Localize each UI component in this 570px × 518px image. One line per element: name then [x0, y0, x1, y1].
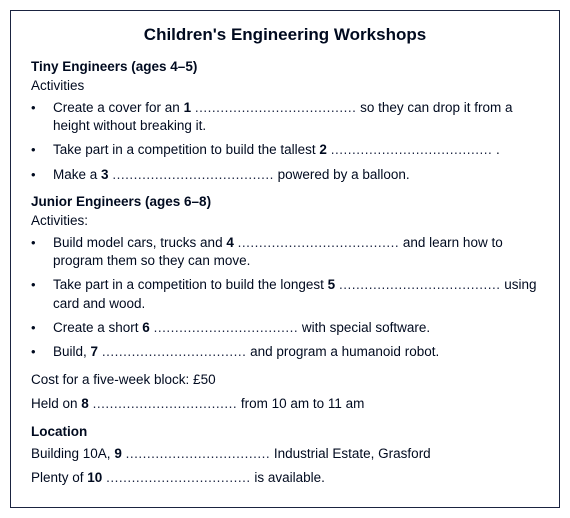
location-heading: Location — [31, 424, 539, 439]
bullet-icon: • — [31, 319, 53, 337]
held-line: Held on 8 ..............................… — [31, 395, 539, 413]
blank-number-6: 6 — [142, 320, 150, 335]
activity-text: Take part in a competition to build the … — [53, 141, 539, 159]
fill-blank[interactable]: ...................................... — [112, 166, 274, 184]
fill-blank[interactable]: .................................. — [106, 469, 251, 487]
blank-number-8: 8 — [81, 396, 89, 411]
bullet-icon: • — [31, 99, 53, 117]
activity-text: Create a short 6 .......................… — [53, 319, 539, 337]
bullet-icon: • — [31, 166, 53, 184]
blank-number-3: 3 — [101, 167, 109, 182]
activity-text: Build, 7 ...............................… — [53, 343, 539, 361]
blank-number-1: 1 — [184, 100, 192, 115]
bullet-icon: • — [31, 234, 53, 252]
fill-blank[interactable]: ...................................... — [339, 276, 501, 294]
fill-blank[interactable]: .................................. — [93, 395, 238, 413]
fill-blank[interactable]: ...................................... — [195, 99, 357, 117]
junior-activities-list: • Build model cars, trucks and 4 .......… — [31, 234, 539, 361]
blank-number-9: 9 — [114, 446, 122, 461]
tiny-heading: Tiny Engineers (ages 4–5) — [31, 59, 539, 74]
fill-blank[interactable]: ...................................... — [331, 141, 493, 159]
list-item: • Build, 7 .............................… — [31, 343, 539, 361]
page-title: Children's Engineering Workshops — [31, 25, 539, 45]
blank-number-10: 10 — [87, 470, 102, 485]
list-item: • Take part in a competition to build th… — [31, 141, 539, 159]
blank-number-2: 2 — [319, 142, 327, 157]
bullet-icon: • — [31, 276, 53, 294]
worksheet-frame: Children's Engineering Workshops Tiny En… — [10, 10, 560, 508]
fill-blank[interactable]: .................................. — [102, 343, 247, 361]
bullet-icon: • — [31, 141, 53, 159]
list-item: • Make a 3 .............................… — [31, 166, 539, 184]
list-item: • Take part in a competition to build th… — [31, 276, 539, 312]
blank-number-4: 4 — [226, 235, 234, 250]
junior-heading: Junior Engineers (ages 6–8) — [31, 194, 539, 209]
list-item: • Create a cover for an 1 ..............… — [31, 99, 539, 135]
activity-text: Create a cover for an 1 ................… — [53, 99, 539, 135]
fill-blank[interactable]: .................................. — [126, 445, 271, 463]
fill-blank[interactable]: .................................. — [154, 319, 299, 337]
blank-number-5: 5 — [328, 277, 336, 292]
fill-blank[interactable]: ...................................... — [238, 234, 400, 252]
junior-activities-label: Activities: — [31, 213, 539, 228]
cost-line: Cost for a five-week block: £50 — [31, 371, 539, 389]
blank-number-7: 7 — [91, 344, 99, 359]
tiny-activities-label: Activities — [31, 78, 539, 93]
bullet-icon: • — [31, 343, 53, 361]
location-line-1: Building 10A, 9 ........................… — [31, 445, 539, 463]
activity-text: Build model cars, trucks and 4 .........… — [53, 234, 539, 270]
list-item: • Create a short 6 .....................… — [31, 319, 539, 337]
tiny-activities-list: • Create a cover for an 1 ..............… — [31, 99, 539, 184]
activity-text: Make a 3 ...............................… — [53, 166, 539, 184]
location-line-2: Plenty of 10 ...........................… — [31, 469, 539, 487]
activity-text: Take part in a competition to build the … — [53, 276, 539, 312]
list-item: • Build model cars, trucks and 4 .......… — [31, 234, 539, 270]
